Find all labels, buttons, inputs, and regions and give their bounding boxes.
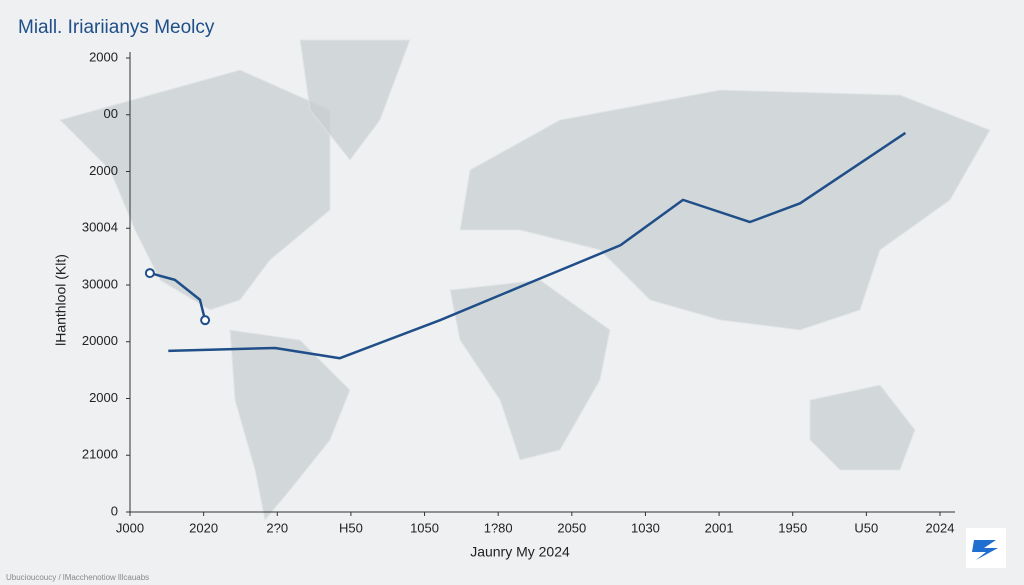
logo (966, 528, 1006, 568)
point (200, 315, 211, 326)
y-tick-label: 21000 (82, 447, 118, 462)
x-tick-label: 2020 (189, 520, 218, 535)
y-tick-label: 20000 (82, 333, 118, 348)
footer: Ubucioucoucy / lMacchenotiow lllcauabs (6, 573, 149, 582)
point (144, 268, 155, 279)
x-tick-label: J000 (116, 520, 144, 535)
y-tick-label: 00 (104, 106, 118, 121)
x-tick-label: 1030 (631, 520, 660, 535)
x-tick-label: 2024 (926, 520, 955, 535)
logo-icon (972, 540, 998, 560)
x-tick-label: 2?0 (266, 520, 288, 535)
x-tick-label: 2050 (557, 520, 586, 535)
line (168, 131, 907, 360)
y-tick-label: 2000 (89, 163, 118, 178)
x-tick-label: 1050 (410, 520, 439, 535)
x-tick-label: 2001 (705, 520, 734, 535)
world-map (59, 39, 991, 522)
y-axis-label: lHanthlool (Klt) (53, 254, 69, 346)
x-tick-label: 1950 (778, 520, 807, 535)
y-tick-label: 2000 (89, 49, 118, 64)
y-tick-label: 0 (111, 503, 118, 518)
x-tick-label: U50 (854, 520, 878, 535)
x-axis-label: Jaunry My 2024 (470, 544, 570, 560)
y-tick-label: 30004 (82, 220, 118, 235)
y-tick-label: 30000 (82, 276, 118, 291)
y-tick-label: 2000 (89, 390, 118, 405)
chart-title: Miall. Iriariianys Meolcy (18, 17, 215, 38)
line (149, 271, 207, 321)
x-tick-label: 1?80 (484, 520, 513, 535)
x-tick-label: H50 (339, 520, 363, 535)
